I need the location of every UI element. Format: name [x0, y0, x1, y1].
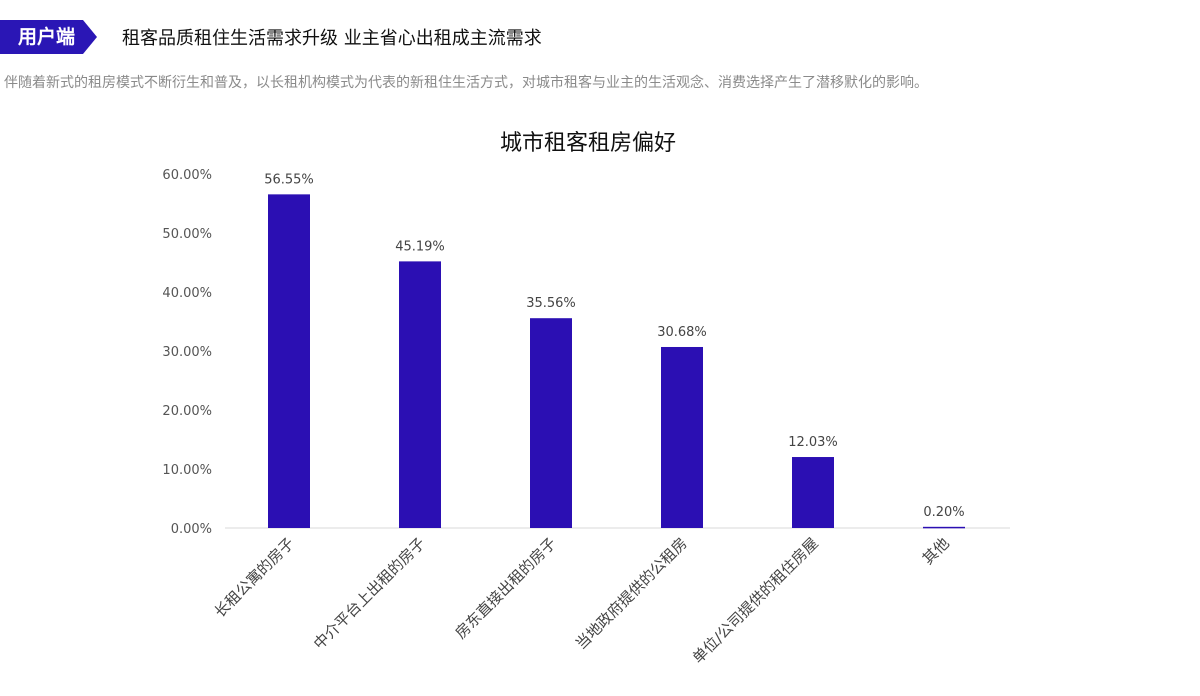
chart-title: 城市租客租房偏好	[500, 131, 676, 156]
bar	[661, 346, 703, 528]
y-tick-label: 50.00%	[162, 227, 212, 242]
x-tick-label: 其他	[919, 534, 953, 568]
bar	[399, 261, 441, 528]
headline: 租客品质租住生活需求升级 业主省心出租成主流需求	[122, 28, 542, 49]
y-tick-label: 20.00%	[162, 404, 212, 419]
y-tick-label: 0.00%	[171, 522, 212, 537]
value-label: 0.20%	[923, 505, 964, 520]
value-label: 12.03%	[788, 435, 838, 450]
y-tick-label: 60.00%	[162, 168, 212, 183]
x-tick-label: 长租公寓的房子	[211, 534, 298, 621]
x-tick-label: 房东直接出租的房子	[452, 534, 560, 642]
section-tag: 用户端	[0, 20, 98, 54]
bar	[268, 194, 310, 528]
y-tick-label: 30.00%	[162, 345, 212, 360]
value-labels: 56.55% 45.19% 35.56% 30.68% 12.03% 0.20%	[264, 172, 964, 519]
bar	[923, 526, 965, 529]
bars	[268, 194, 965, 529]
bar-chart: 城市租客租房偏好 0.00% 10.00% 20.00% 30.00% 40.00% 50…	[162, 131, 1010, 667]
description: 伴随着新式的租房模式不断衍生和普及，以长租机构模式为代表的新租住生活方式，对城市…	[4, 75, 928, 91]
value-label: 35.56%	[526, 296, 576, 311]
section-tag-label: 用户端	[0, 20, 84, 54]
x-tick-label: 中介平台上出租的房子	[310, 534, 429, 653]
y-axis: 0.00% 10.00% 20.00% 30.00% 40.00% 50.00% 60.00…	[162, 168, 212, 537]
y-tick-label: 10.00%	[162, 463, 212, 478]
value-label: 30.68%	[657, 325, 707, 340]
bar	[530, 318, 572, 528]
x-axis-labels: 长租公寓的房子 中介平台上出租的房子 房东直接出租的房子 当地政府提供的公租房单位/公…	[211, 534, 953, 667]
x-tick-label: 单位/公司提供的租住房屋	[689, 534, 822, 667]
bar	[792, 457, 834, 528]
value-label: 56.55%	[264, 172, 314, 187]
tag-arrow-icon	[83, 20, 98, 54]
value-label: 45.19%	[395, 239, 445, 254]
y-tick-label: 40.00%	[162, 286, 212, 301]
x-tick-label: 当地政府提供的公租房	[572, 534, 691, 653]
